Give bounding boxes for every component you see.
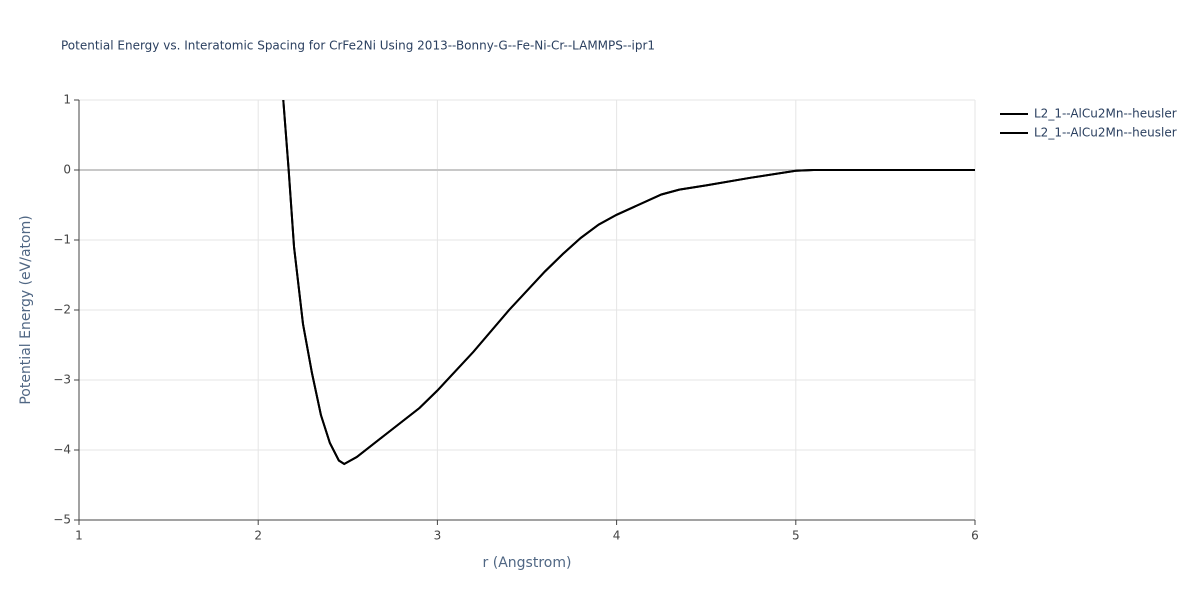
y-axis-title: Potential Energy (eV/atom) (18, 215, 34, 404)
legend-text: L2_1--AlCu2Mn--heusler (1034, 126, 1177, 140)
legend-text: L2_1--AlCu2Mn--heusler (1034, 107, 1177, 121)
y-tick-label: −4 (53, 443, 71, 457)
x-axis-title: r (Angstrom) (483, 555, 572, 571)
chart-title: Potential Energy vs. Interatomic Spacing… (61, 39, 655, 53)
line (282, 100, 975, 466)
y-tick-label: −5 (53, 513, 71, 527)
line (282, 100, 975, 466)
y-tick-label: 1 (63, 93, 71, 107)
y-tick-label: −1 (53, 233, 71, 247)
y-tick-label: −2 (53, 303, 71, 317)
y-tick-label: 0 (63, 163, 71, 177)
x-tick-label: 6 (971, 529, 979, 543)
x-tick-label: 4 (613, 529, 621, 543)
x-tick-label: 5 (792, 529, 800, 543)
y-tick-label: −3 (53, 373, 71, 387)
x-tick-label: 3 (434, 529, 442, 543)
x-tick-label: 2 (254, 529, 262, 543)
x-tick-label: 1 (75, 529, 83, 543)
